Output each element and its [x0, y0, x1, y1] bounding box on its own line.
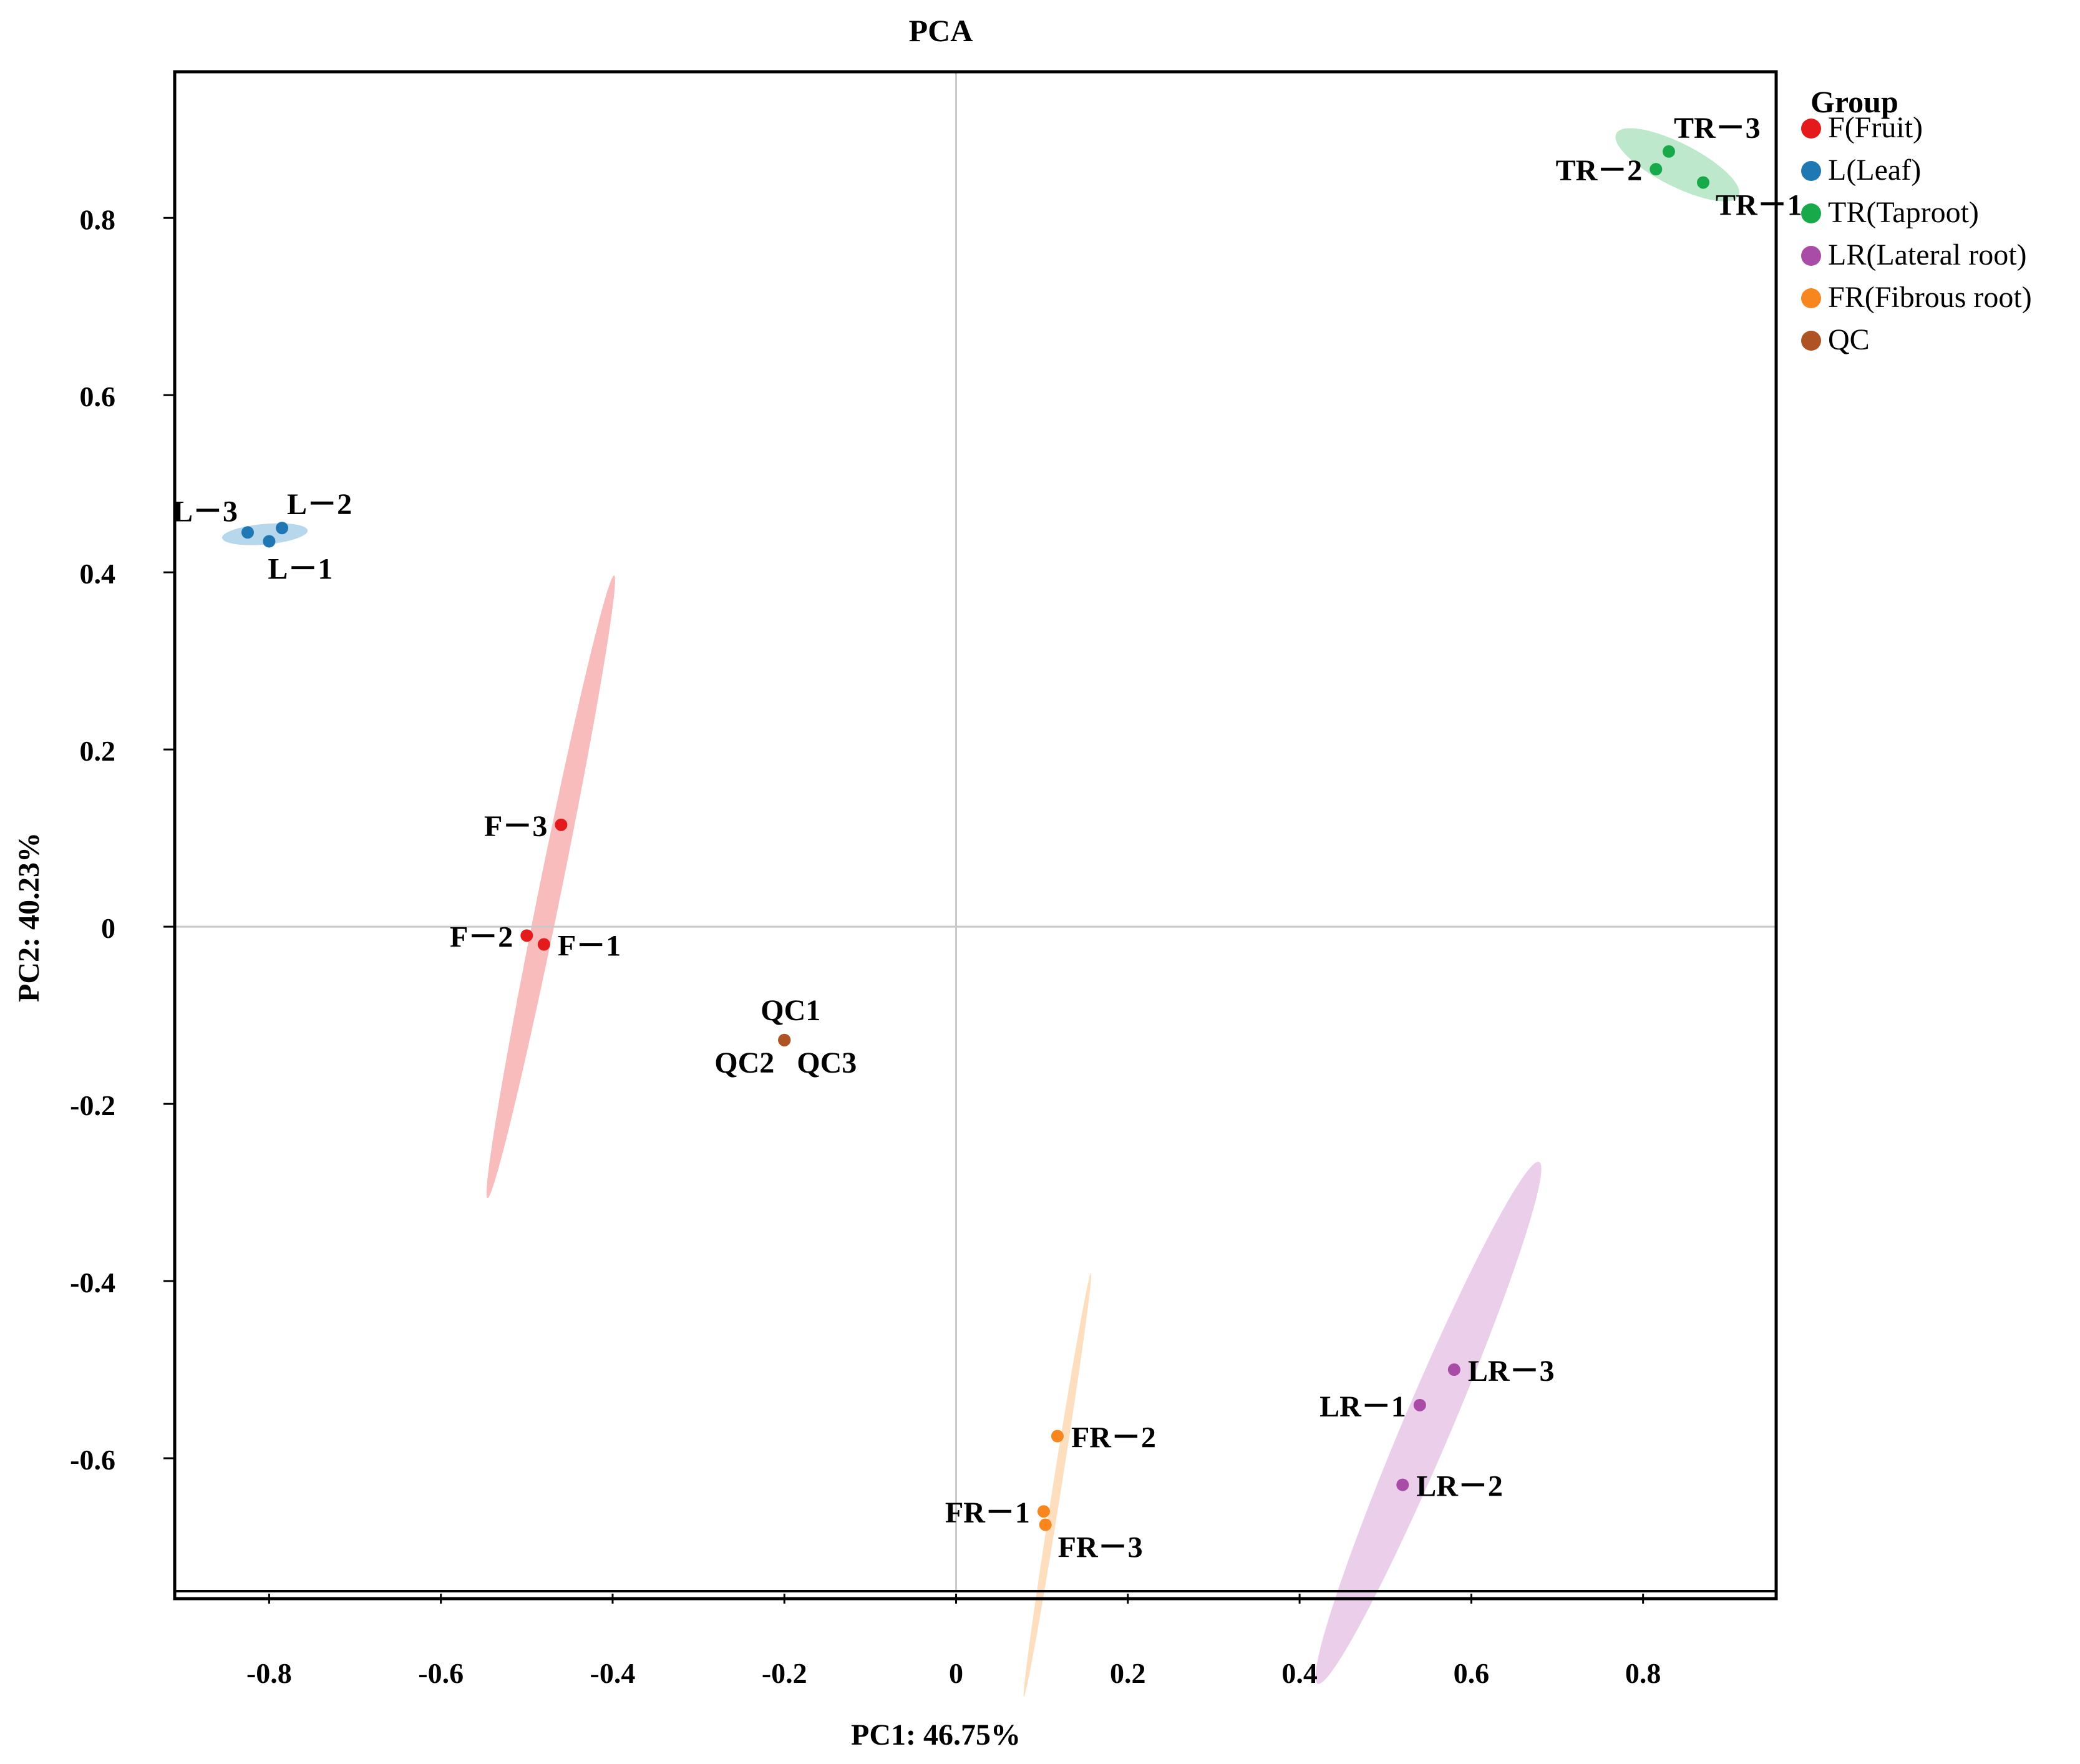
- point-label-lr-3: LR－3: [1468, 1355, 1555, 1388]
- x-tick-label: 0.4: [1281, 1657, 1318, 1689]
- point-label-f-2: F－2: [450, 920, 513, 953]
- y-tick-label: -0.4: [70, 1267, 115, 1299]
- plot-frame: [173, 70, 1778, 1601]
- y-tick-label: 0: [101, 912, 115, 944]
- y-axis-ticks: 0.8 0.6 0.4 0.2 0 -0.2 -0.4 -0.6: [70, 203, 175, 1476]
- point-label-l-3: L－3: [173, 495, 238, 528]
- sample-labels: F－1 F－2 F－3 L－1 L－2 L－3 TR－1 TR－2 TR－3 LR－1 LR－2 LR…: [173, 112, 1802, 1564]
- ellipse-f-fruit: [486, 575, 615, 1199]
- point-label-qc2: QC2: [714, 1046, 774, 1079]
- point-l-2: [276, 522, 289, 535]
- sample-points: [241, 145, 1710, 1531]
- point-l-1: [263, 535, 276, 548]
- point-label-tr-3: TR－3: [1674, 112, 1761, 145]
- point-tr-2: [1650, 163, 1663, 176]
- point-label-f-3: F－3: [484, 810, 547, 843]
- legend-marker-l-leaf: [1801, 161, 1821, 181]
- y-tick-label: -0.6: [70, 1444, 115, 1476]
- point-label-l-2: L－2: [287, 488, 352, 521]
- x-tick-label: -0.6: [418, 1657, 464, 1689]
- legend-marker-tr-taproot: [1801, 203, 1821, 223]
- y-tick-label: 0.6: [80, 381, 116, 412]
- point-l-3: [241, 526, 254, 539]
- point-qc3: [778, 1033, 791, 1046]
- confidence-ellipses: [221, 128, 1740, 1697]
- legend-title: Group: [1810, 84, 1898, 119]
- y-tick-label: -0.2: [70, 1089, 115, 1121]
- x-tick-label: 0.6: [1454, 1657, 1490, 1689]
- point-f-3: [555, 818, 568, 831]
- x-tick-label: 0: [949, 1657, 963, 1689]
- point-lr-1: [1413, 1398, 1426, 1411]
- point-label-lr-2: LR－2: [1416, 1470, 1503, 1503]
- point-label-tr-2: TR－2: [1556, 154, 1643, 187]
- point-f-1: [537, 938, 550, 951]
- point-fr-1: [1037, 1505, 1050, 1518]
- legend-label-fr-fibrous-root: FR(Fibrous root): [1828, 281, 2032, 314]
- y-tick-label: 0.2: [80, 735, 116, 767]
- point-label-fr-3: FR－3: [1058, 1531, 1143, 1564]
- legend: Group F(Fruit) L(Leaf) TR(Taproot) LR(Later…: [1801, 84, 2032, 356]
- legend-label-qc: QC: [1828, 323, 1870, 356]
- legend-label-tr-taproot: TR(Taproot): [1828, 196, 1979, 229]
- point-label-tr-1: TR－1: [1716, 188, 1802, 222]
- x-tick-label: 0.8: [1625, 1657, 1661, 1689]
- legend-label-l-leaf: L(Leaf): [1828, 153, 1921, 187]
- point-fr-3: [1039, 1518, 1052, 1531]
- point-lr-2: [1396, 1478, 1409, 1491]
- legend-marker-fr-fibrous-root: [1801, 288, 1821, 308]
- y-tick-label: 0.8: [80, 203, 116, 235]
- point-label-qc3: QC3: [797, 1046, 857, 1079]
- point-lr-3: [1447, 1363, 1460, 1377]
- point-fr-2: [1051, 1430, 1064, 1443]
- point-f-2: [520, 929, 533, 942]
- point-label-fr-2: FR－2: [1071, 1421, 1156, 1455]
- legend-marker-qc: [1801, 331, 1821, 351]
- point-label-l-1: L－1: [268, 553, 333, 586]
- x-tick-label: 0.2: [1110, 1657, 1146, 1689]
- point-label-lr-1: LR－1: [1319, 1390, 1406, 1423]
- chart-title: PCA: [909, 13, 973, 48]
- ellipse-fr-fibrous-root: [1023, 1272, 1092, 1697]
- point-label-qc1: QC1: [761, 994, 820, 1027]
- y-axis-label: PC2: 40.23%: [12, 832, 46, 1002]
- legend-marker-f-fruit: [1801, 119, 1821, 139]
- y-tick-label: 0.4: [80, 558, 116, 590]
- legend-label-f-fruit: F(Fruit): [1828, 111, 1923, 144]
- x-axis-label: PC1: 46.75%: [851, 1718, 1021, 1752]
- legend-marker-lr-lateral-root: [1801, 246, 1821, 266]
- point-tr-3: [1662, 145, 1675, 158]
- legend-label-lr-lateral-root: LR(Lateral root): [1828, 238, 2027, 271]
- point-tr-1: [1697, 176, 1710, 189]
- x-tick-label: -0.4: [590, 1657, 636, 1689]
- point-label-fr-1: FR－1: [945, 1496, 1030, 1529]
- x-tick-label: -0.8: [246, 1657, 292, 1689]
- point-label-f-1: F－1: [558, 930, 621, 963]
- x-axis-ticks: -0.8 -0.6 -0.4 -0.2 0 0.2 0.4 0.6 0.8: [246, 1594, 1661, 1689]
- ellipse-lr-lateral-root: [1315, 1161, 1542, 1684]
- x-tick-label: -0.2: [762, 1657, 807, 1689]
- legend-items: F(Fruit) L(Leaf) TR(Taproot) LR(Lateral roo…: [1801, 111, 2032, 356]
